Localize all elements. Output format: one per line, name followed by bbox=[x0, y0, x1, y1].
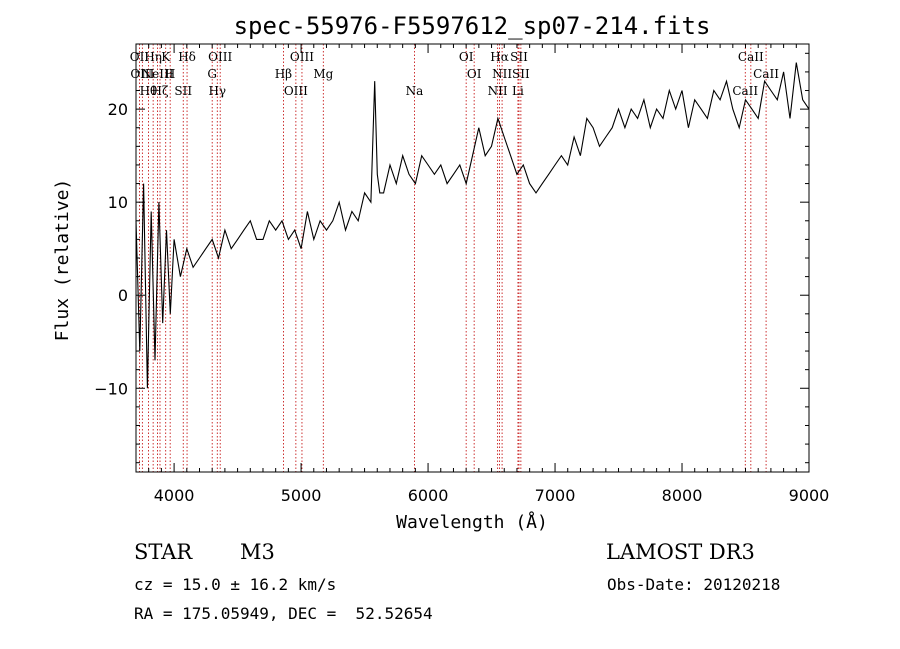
line-marker-label: CaII bbox=[732, 84, 758, 98]
line-marker-label: SII bbox=[174, 84, 192, 98]
y-tick-label: −10 bbox=[94, 379, 128, 398]
line-marker-label: SII bbox=[512, 67, 530, 81]
line-marker-label: Hγ bbox=[208, 84, 226, 98]
x-axis-label: Wavelength (Å) bbox=[396, 511, 548, 533]
line-marker-label: H bbox=[165, 67, 175, 81]
object-subclass: M3 bbox=[240, 540, 275, 564]
line-marker-label: OIII bbox=[290, 50, 314, 64]
x-axis-ticks: 4000 5000 6000 7000 8000 9000 bbox=[135, 44, 830, 505]
x-tick-label: 6000 bbox=[408, 486, 449, 505]
line-marker-label: CaII bbox=[753, 67, 779, 81]
line-marker-label: Hβ bbox=[275, 67, 292, 81]
x-tick-label: 9000 bbox=[789, 486, 830, 505]
line-marker-label: Hδ bbox=[178, 50, 196, 64]
line-marker-label: Li bbox=[512, 84, 524, 98]
chart-title: spec-55976-F5597612_sp07-214.fits bbox=[234, 12, 711, 40]
x-tick-label: 7000 bbox=[535, 486, 576, 505]
line-marker-label: OI bbox=[467, 67, 482, 81]
line-marker-label: NII bbox=[488, 84, 508, 98]
line-marker-label: Hθ bbox=[140, 84, 158, 98]
x-tick-label: 4000 bbox=[154, 486, 195, 505]
y-axis-ticks: −10 0 10 20 bbox=[94, 52, 809, 464]
observation-date: Obs-Date: 20120218 bbox=[607, 575, 781, 594]
line-marker-label: SII bbox=[510, 50, 528, 64]
line-marker-label: OII bbox=[130, 50, 150, 64]
x-tick-label: 5000 bbox=[281, 486, 322, 505]
plot-frame bbox=[135, 43, 810, 473]
y-tick-label: 20 bbox=[108, 100, 128, 119]
line-marker-label: Na bbox=[406, 84, 424, 98]
line-marker-label: K bbox=[161, 50, 171, 64]
line-marker-label: G bbox=[207, 67, 217, 81]
line-marker-label: Mg bbox=[313, 67, 333, 81]
survey-name: LAMOST DR3 bbox=[606, 540, 755, 564]
spectrum-line bbox=[135, 62, 810, 389]
object-class: STAR bbox=[134, 540, 193, 564]
line-marker-label: NII bbox=[492, 67, 512, 81]
coordinates: RA = 175.05949, DEC = 52.52654 bbox=[134, 604, 433, 623]
x-tick-label: 8000 bbox=[662, 486, 703, 505]
line-marker-label: Hη bbox=[144, 50, 162, 64]
line-marker-label: OIII bbox=[208, 50, 232, 64]
line-markers bbox=[139, 44, 767, 472]
y-axis-label: Flux (relative) bbox=[52, 179, 73, 342]
line-marker-label: OIII bbox=[284, 84, 308, 98]
line-marker-label: NeIII bbox=[142, 67, 174, 81]
line-marker-label: CaII bbox=[738, 50, 764, 64]
y-tick-label: 0 bbox=[118, 286, 128, 305]
line-marker-label: OI bbox=[459, 50, 474, 64]
y-tick-label: 10 bbox=[108, 193, 128, 212]
line-marker-label: Hζ bbox=[152, 84, 169, 98]
redshift-velocity: cz = 15.0 ± 16.2 km/s bbox=[134, 575, 337, 594]
line-marker-label: Hα bbox=[490, 50, 509, 64]
